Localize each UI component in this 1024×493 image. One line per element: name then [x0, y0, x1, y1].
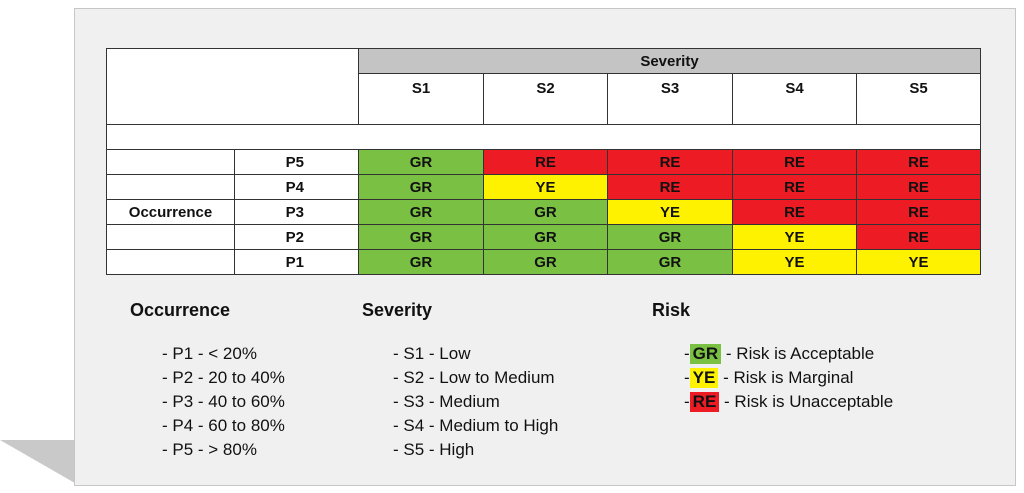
legend-item: - S2 - Low to Medium [393, 368, 555, 387]
matrix-spacer [106, 124, 981, 150]
risk-cell: GR [607, 224, 733, 250]
severity-header-s4: S4 [732, 73, 857, 125]
severity-header-s1: S1 [358, 73, 484, 125]
risk-cell: RE [856, 199, 981, 225]
risk-cell: RE [732, 199, 857, 225]
occurrence-blank [106, 224, 235, 250]
occurrence-blank [106, 249, 235, 275]
risk-cell: GR [358, 174, 484, 200]
risk-cell: GR [607, 249, 733, 275]
matrix-row-p2: P2 GR GR GR YE RE [106, 224, 981, 250]
risk-cell: RE [856, 174, 981, 200]
severity-header-s3: S3 [607, 73, 733, 125]
occurrence-legend-title: Occurrence [130, 300, 231, 320]
risk-cell: RE [856, 224, 981, 250]
risk-cell: RE [483, 149, 608, 175]
legend-item: - P4 - 60 to 80% [162, 416, 285, 435]
legend-item: - S4 - Medium to High [393, 416, 559, 435]
row-label-p2: P2 [234, 224, 359, 250]
severity-legend-title: Severity [362, 300, 433, 320]
risk-code-chip: RE [689, 392, 720, 412]
row-label-p5: P5 [234, 149, 359, 175]
legend-dash: - [684, 392, 690, 411]
occurrence-blank [106, 174, 235, 200]
risk-legend-item: - RE - Risk is Unacceptable [684, 390, 893, 414]
severity-title: Severity [358, 48, 981, 74]
risk-legend-item: - YE - Risk is Marginal [684, 366, 893, 390]
risk-cell: GR [358, 249, 484, 275]
risk-cell: YE [732, 224, 857, 250]
risk-legend-item: - GR - Risk is Acceptable [684, 342, 893, 366]
risk-matrix-table: Severity S1 S2 S3 S4 S5 P5 GR RE RE RE R… [106, 48, 981, 275]
risk-cell: GR [483, 199, 608, 225]
risk-cell: RE [732, 174, 857, 200]
page-curl-shadow [0, 440, 80, 486]
risk-cell: GR [483, 249, 608, 275]
risk-cell: RE [607, 174, 733, 200]
risk-legend-list: - GR - Risk is Acceptable - YE - Risk is M… [684, 342, 893, 414]
legend-dash: - [684, 344, 690, 363]
legend-dash: - [684, 368, 690, 387]
matrix-corner [106, 48, 359, 125]
row-label-p1: P1 [234, 249, 359, 275]
legend-text: - Risk is Acceptable [725, 344, 875, 363]
row-label-p3: P3 [234, 199, 359, 225]
risk-cell: GR [358, 224, 484, 250]
legend-item: - S1 - Low [393, 344, 471, 363]
risk-cell: RE [732, 149, 857, 175]
matrix-row-p3: Occurrence P3 GR GR YE RE RE [106, 199, 981, 225]
risk-cell: GR [358, 149, 484, 175]
risk-cell: YE [483, 174, 608, 200]
occurrence-blank [106, 149, 235, 175]
severity-header-s2: S2 [483, 73, 608, 125]
risk-cell: YE [607, 199, 733, 225]
severity-header-s5: S5 [856, 73, 981, 125]
risk-cell: GR [483, 224, 608, 250]
risk-cell: RE [607, 149, 733, 175]
row-label-p4: P4 [234, 174, 359, 200]
legend-item: - S5 - High [393, 440, 475, 459]
severity-legend-list: - S1 - Low - S2 - Low to Medium - S3 - M… [393, 342, 558, 462]
risk-code-chip: YE [689, 368, 719, 388]
matrix-row-p5: P5 GR RE RE RE RE [106, 149, 981, 175]
legend-item: - P2 - 20 to 40% [162, 368, 285, 387]
legend-item: - S3 - Medium [393, 392, 500, 411]
risk-code-chip: GR [689, 344, 722, 364]
occurrence-label: Occurrence [106, 199, 235, 225]
risk-cell: GR [358, 199, 484, 225]
legend-text: - Risk is Marginal [723, 368, 854, 387]
legend-item: - P1 - < 20% [162, 344, 257, 363]
legend-item: - P3 - 40 to 60% [162, 392, 285, 411]
matrix-row-p4: P4 GR YE RE RE RE [106, 174, 981, 200]
matrix-row-p1: P1 GR GR GR YE YE [106, 249, 981, 275]
occurrence-legend-list: - P1 - < 20% - P2 - 20 to 40% - P3 - 40 … [162, 342, 285, 462]
legend-text: - Risk is Unacceptable [724, 392, 894, 411]
risk-cell: YE [856, 249, 981, 275]
risk-cell: YE [732, 249, 857, 275]
risk-legend-title: Risk [652, 300, 691, 320]
legend-item: - P5 - > 80% [162, 440, 257, 459]
risk-cell: RE [856, 149, 981, 175]
